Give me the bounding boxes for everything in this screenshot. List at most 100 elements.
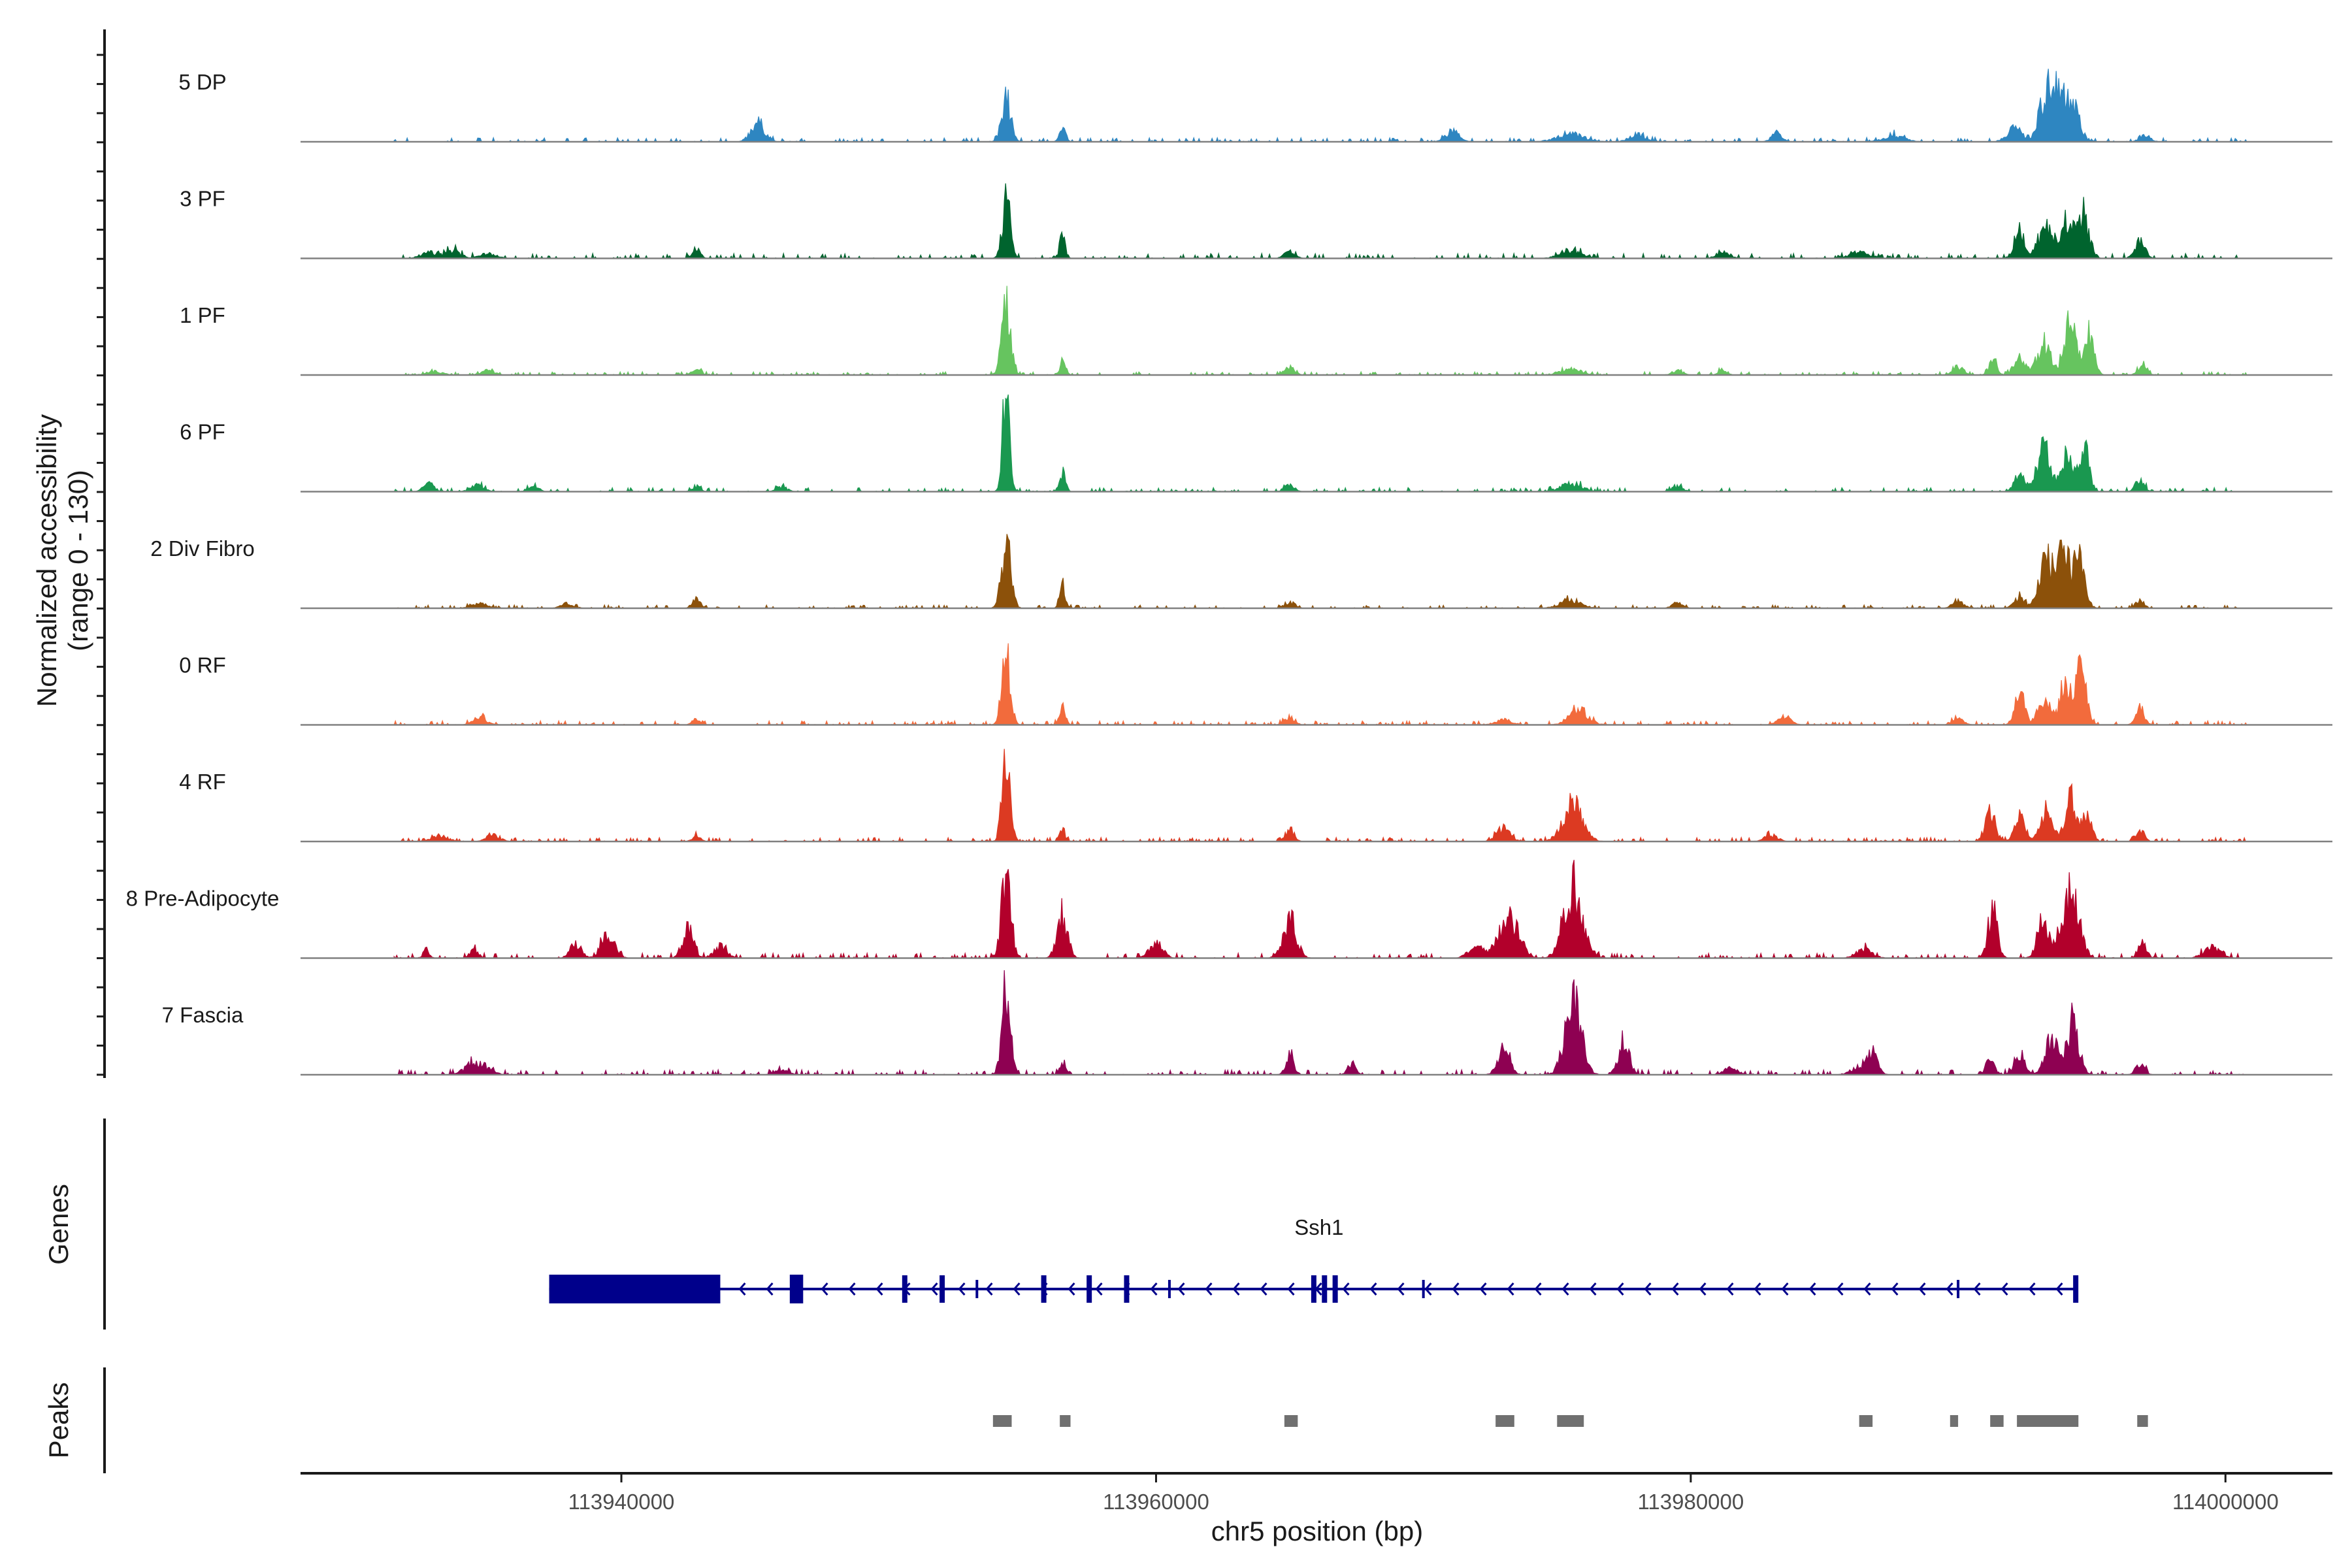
strand-arrow [1013, 1282, 1021, 1296]
strand-arrow [738, 1282, 746, 1296]
strand-arrow [2055, 1282, 2063, 1296]
coverage-signal [394, 749, 2247, 843]
track-6-pf: 6 PF [180, 394, 2332, 493]
strand-arrow [1726, 1282, 1734, 1296]
y-axis-title-line1: Normalized accessibility [31, 414, 62, 707]
track-5-dp: 5 DP [178, 69, 2332, 143]
x-axis-title: chr5 position (bp) [1211, 1516, 1424, 1546]
strand-arrow [793, 1282, 801, 1296]
strand-arrow [1150, 1282, 1158, 1296]
strand-arrow [766, 1282, 774, 1296]
coverage-y-ticks [97, 54, 105, 1076]
track-label: 8 Pre-Adipocyte [126, 887, 280, 911]
strand-arrow [958, 1282, 966, 1296]
track-label: 3 PF [180, 187, 225, 211]
track-label: 2 Div Fibro [150, 536, 255, 561]
x-tick-label: 114000000 [2172, 1490, 2279, 1514]
strand-arrow [903, 1282, 911, 1296]
strand-arrow [1973, 1282, 1981, 1296]
strand-arrow [1781, 1282, 1789, 1296]
strand-arrow [1644, 1282, 1652, 1296]
strand-arrow [1369, 1282, 1377, 1296]
track-label: 1 PF [180, 303, 225, 327]
strand-arrow [1918, 1282, 1926, 1296]
coverage-tracks: 5 DP 3 PF 1 PF 6 PF 2 Div Fibro 0 RF 4 RF 8 Pre… [126, 69, 2332, 1077]
strand-arrow [1315, 1282, 1322, 1296]
genes-panel-title: Genes [43, 1184, 74, 1265]
peak-region [992, 1415, 1012, 1427]
peak-region [1284, 1415, 1298, 1427]
strand-arrow [1397, 1282, 1405, 1296]
strand-arrow [985, 1282, 993, 1296]
gene-exon [1322, 1275, 1328, 1303]
strand-arrow [930, 1282, 938, 1296]
strand-arrow [1095, 1282, 1103, 1296]
track-7-fascia: 7 Fascia [162, 970, 2332, 1077]
strand-arrow [1452, 1282, 1460, 1296]
coverage-signal [394, 534, 2247, 610]
peak-region [2017, 1415, 2079, 1427]
x-axis-ticks: 113940000 113960000 113980000 114000000 [568, 1473, 2279, 1514]
y-axis-title-line2: (range 0 - 130) [63, 470, 93, 651]
strand-arrow [1122, 1282, 1130, 1296]
gene-exon [1124, 1275, 1130, 1303]
track-label: 7 Fascia [162, 1003, 244, 1027]
coverage-signal [393, 860, 2247, 960]
strand-arrow [1424, 1282, 1432, 1296]
gene-exon-minor [975, 1280, 979, 1298]
strand-arrow [1616, 1282, 1624, 1296]
peak-region [1950, 1415, 1959, 1427]
coverage-signal [393, 643, 2248, 727]
strand-arrow [1205, 1282, 1213, 1296]
strand-arrow [1808, 1282, 1816, 1296]
peak-region [1060, 1415, 1071, 1427]
strand-arrow [1068, 1282, 1075, 1296]
gene-exon-minor [1168, 1280, 1171, 1298]
strand-arrow [1754, 1282, 1761, 1296]
gene-exon-block [549, 1275, 721, 1303]
gene-exon [1086, 1275, 1092, 1303]
gene-exon [1332, 1275, 1338, 1303]
strand-arrow [848, 1282, 856, 1296]
coverage-signal [394, 970, 2247, 1077]
gene-exon [1041, 1275, 1047, 1303]
strand-arrow [1863, 1282, 1871, 1296]
track-3-pf: 3 PF [180, 183, 2332, 260]
track-1-pf: 1 PF [180, 286, 2332, 376]
strand-arrow [1232, 1282, 1240, 1296]
gene-name-label: Ssh1 [1294, 1215, 1343, 1239]
gene-exon [2073, 1275, 2079, 1303]
strand-arrow [1836, 1282, 1844, 1296]
gene-exon [1311, 1275, 1316, 1303]
coverage-signal [393, 69, 2248, 143]
track-0-rf: 0 RF [179, 643, 2332, 727]
peak-region [2137, 1415, 2148, 1427]
strand-arrow [2028, 1282, 2036, 1296]
peak-track [992, 1415, 2148, 1427]
strand-arrow [1671, 1282, 1679, 1296]
strand-arrow [1507, 1282, 1514, 1296]
track-8-pre-adipocyte: 8 Pre-Adipocyte [126, 860, 2332, 960]
peaks-panel-title: Peaks [43, 1382, 74, 1459]
track-4-rf: 4 RF [179, 749, 2332, 843]
gene-exon-minor [1957, 1280, 1960, 1298]
strand-arrow [1260, 1282, 1267, 1296]
strand-arrow [1699, 1282, 1707, 1296]
strand-arrow [821, 1282, 828, 1296]
strand-arrow [1589, 1282, 1597, 1296]
peak-region [1557, 1415, 1584, 1427]
peak-region [1859, 1415, 1873, 1427]
gene-exon-minor [1422, 1280, 1425, 1298]
x-tick-label: 113940000 [568, 1490, 675, 1514]
gene-exon [939, 1275, 945, 1303]
strand-arrow [1479, 1282, 1487, 1296]
track-label: 0 RF [179, 653, 226, 678]
x-tick-label: 113980000 [1638, 1490, 1744, 1514]
coverage-signal [394, 286, 2248, 376]
strand-arrow [875, 1282, 883, 1296]
peak-region [1990, 1415, 2004, 1427]
strand-arrow [1534, 1282, 1542, 1296]
coverage-signal [394, 183, 2247, 260]
strand-arrow [1177, 1282, 1185, 1296]
